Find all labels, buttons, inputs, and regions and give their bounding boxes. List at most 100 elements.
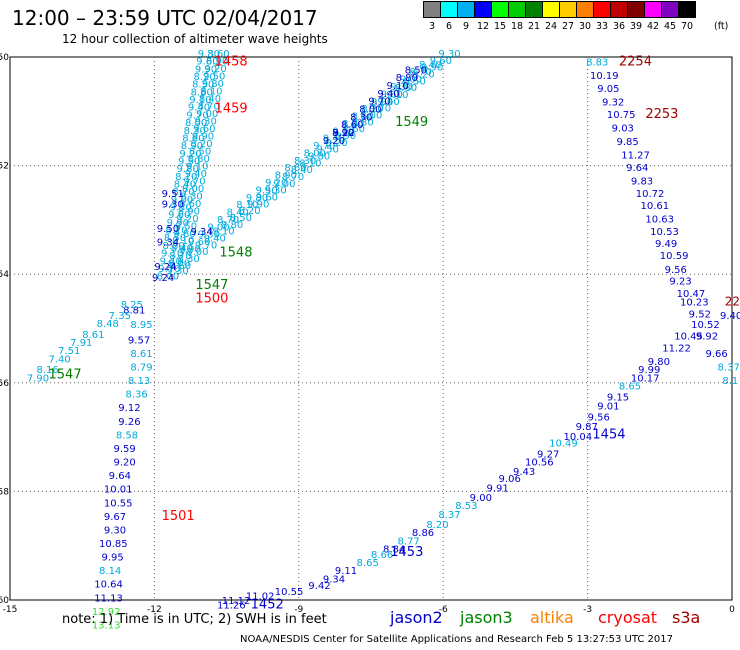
track-point: 9.30 bbox=[195, 116, 217, 127]
track-point: 9.10 bbox=[161, 249, 183, 260]
data-label: 10.61 bbox=[641, 201, 670, 212]
track-point: 9.20 bbox=[323, 136, 345, 147]
track-point: 9.70 bbox=[195, 240, 217, 251]
track-point: 8.00 bbox=[186, 247, 208, 258]
data-label: 8.37 bbox=[718, 363, 740, 374]
track-point: 9.80 bbox=[308, 151, 330, 162]
track-point: 8.20 bbox=[193, 72, 215, 83]
track-point: 9.80 bbox=[177, 164, 199, 175]
data-label: 9.85 bbox=[616, 137, 638, 148]
track-point: 8.40 bbox=[291, 165, 313, 176]
track-point: 9.90 bbox=[167, 218, 189, 229]
data-label: 8.84 bbox=[383, 544, 405, 555]
track-point: 8.90 bbox=[332, 128, 354, 139]
data-label: 9.32 bbox=[602, 98, 624, 109]
track-point: 9.20 bbox=[265, 178, 287, 189]
track-point: 9.60 bbox=[381, 89, 403, 100]
data-label: 12.92 bbox=[92, 607, 121, 618]
legend-unit: (ft) bbox=[714, 21, 729, 32]
legend-label-15: 15 bbox=[493, 21, 507, 32]
data-label: 9.80 bbox=[648, 357, 670, 368]
data-label: 8.95 bbox=[130, 320, 152, 331]
track-point: 9.50 bbox=[317, 145, 339, 156]
data-label: 8.66 bbox=[371, 550, 393, 561]
track-point: 8.50 bbox=[164, 233, 186, 244]
track-point: 9.50 bbox=[175, 221, 197, 232]
track-point: 8.80 bbox=[191, 87, 213, 98]
track-point: 9.40 bbox=[323, 134, 345, 145]
data-label: 10.55 bbox=[104, 498, 133, 509]
data-label: 8.25 bbox=[121, 300, 143, 311]
data-label: 1452 bbox=[251, 597, 284, 612]
track-point: 8.60 bbox=[182, 133, 204, 144]
data-label: 9.67 bbox=[104, 512, 126, 523]
track-point: 9.90 bbox=[195, 64, 217, 75]
satellite-jason2: jason2 bbox=[390, 608, 443, 627]
track-point: 8.00 bbox=[157, 272, 179, 283]
data-label: 9.57 bbox=[128, 335, 150, 346]
data-label: 1547 bbox=[195, 278, 228, 293]
data-label: 9.05 bbox=[597, 84, 619, 95]
track-point: 9.20 bbox=[325, 138, 347, 149]
track-point: 9.70 bbox=[368, 97, 390, 108]
data-label: 7.90 bbox=[27, 373, 49, 384]
track-point: 8.00 bbox=[182, 184, 204, 195]
track-point: 9.70 bbox=[158, 264, 180, 275]
data-label: 22 bbox=[725, 294, 740, 308]
data-label: 9.92 bbox=[696, 332, 718, 343]
track-point: 9.60 bbox=[196, 57, 218, 68]
data-label: 10.64 bbox=[94, 580, 123, 591]
track-point: 8.60 bbox=[284, 163, 306, 174]
satellite-cryosat: cryosat bbox=[598, 608, 658, 627]
x-tick-label: -15 bbox=[3, 605, 18, 615]
track-point: 8.40 bbox=[171, 244, 193, 255]
data-label: 9.83 bbox=[631, 176, 653, 187]
legend-label-36: 36 bbox=[612, 21, 626, 32]
legend-label-18: 18 bbox=[510, 21, 524, 32]
track-point: 9.40 bbox=[160, 256, 182, 267]
track-point: 9.90 bbox=[421, 63, 443, 74]
track-point: 8.70 bbox=[410, 67, 432, 78]
data-label: 1454 bbox=[592, 427, 625, 442]
data-label: 10.45 bbox=[674, 332, 703, 343]
data-label: 10.23 bbox=[680, 297, 709, 308]
data-label: 11.02 bbox=[246, 592, 275, 603]
track-point: 8.30 bbox=[184, 126, 206, 137]
track-point: 8.70 bbox=[169, 251, 191, 262]
track-point: 8.90 bbox=[334, 131, 356, 142]
data-label: 10.59 bbox=[660, 251, 689, 262]
track-point: 9.10 bbox=[386, 90, 408, 101]
data-label: 9.51 bbox=[162, 189, 184, 200]
data-label: 9.30 bbox=[104, 525, 126, 536]
data-label: 1549 bbox=[395, 115, 428, 130]
legend-label-9: 9 bbox=[462, 21, 470, 32]
data-label: 9.11 bbox=[335, 566, 357, 577]
track-point: 8.50 bbox=[405, 65, 427, 76]
data-label: 9.24 bbox=[152, 273, 174, 284]
data-label: 9.95 bbox=[101, 553, 123, 564]
track-point: 9.60 bbox=[430, 56, 452, 67]
track-point: 8.30 bbox=[178, 254, 200, 265]
data-label: 9.64 bbox=[626, 163, 648, 174]
track-point: 9.80 bbox=[202, 79, 224, 90]
data-label: 9.20 bbox=[113, 458, 135, 469]
data-label: 2254 bbox=[619, 54, 652, 69]
x-tick-label: -6 bbox=[439, 605, 448, 615]
data-label: 8.20 bbox=[426, 520, 448, 531]
track-point: 8.40 bbox=[199, 94, 221, 105]
data-label: 10.52 bbox=[691, 320, 720, 331]
legend-swatches bbox=[423, 1, 696, 18]
track-point: 8.80 bbox=[395, 83, 417, 94]
track-point: 9.40 bbox=[204, 233, 226, 244]
data-label: 9.91 bbox=[487, 484, 509, 495]
track-point: 9.40 bbox=[185, 169, 207, 180]
track-point: 9.30 bbox=[438, 49, 460, 60]
y-tick-label: -50 bbox=[0, 53, 9, 63]
track-point: 9.10 bbox=[332, 126, 354, 137]
track-point: 8.60 bbox=[207, 49, 229, 60]
legend-label-3: 3 bbox=[428, 21, 436, 32]
track-point: 9.70 bbox=[313, 141, 335, 152]
data-label: 9.27 bbox=[537, 449, 559, 460]
data-label: 10.55 bbox=[275, 587, 304, 598]
track-point: 8.30 bbox=[181, 191, 203, 202]
